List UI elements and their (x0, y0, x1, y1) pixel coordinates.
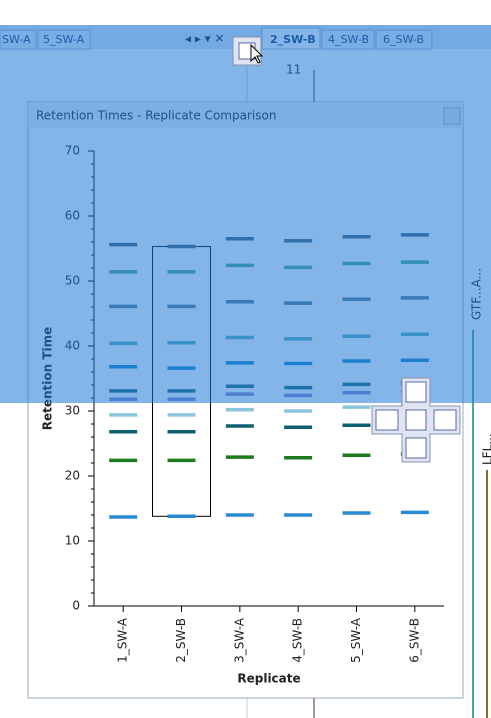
cursor (250, 43, 264, 64)
dock-right[interactable] (433, 409, 457, 431)
x-tick-label: 2_SW-B (174, 618, 188, 663)
y-tick-label: 0 (72, 599, 80, 613)
dock-up[interactable] (405, 381, 427, 403)
y-tick-label: 20 (65, 469, 80, 483)
y-tick-label: 30 (65, 404, 80, 418)
x-tick-label: 6_SW-B (407, 618, 421, 663)
dock-center[interactable] (405, 409, 427, 431)
x-tick-label: 5_SW-A (349, 617, 363, 663)
dock-left[interactable] (375, 409, 399, 431)
x-tick-label: 4_SW-B (291, 618, 305, 663)
dock-down[interactable] (405, 437, 427, 459)
dock-overlay (0, 25, 491, 403)
x-axis-label: Replicate (237, 672, 300, 686)
x-tick-label: 3_SW-A (232, 617, 246, 663)
side-label: LFL... (481, 433, 491, 465)
x-tick-label: 1_SW-A (116, 617, 130, 663)
y-tick-label: 10 (65, 534, 80, 548)
